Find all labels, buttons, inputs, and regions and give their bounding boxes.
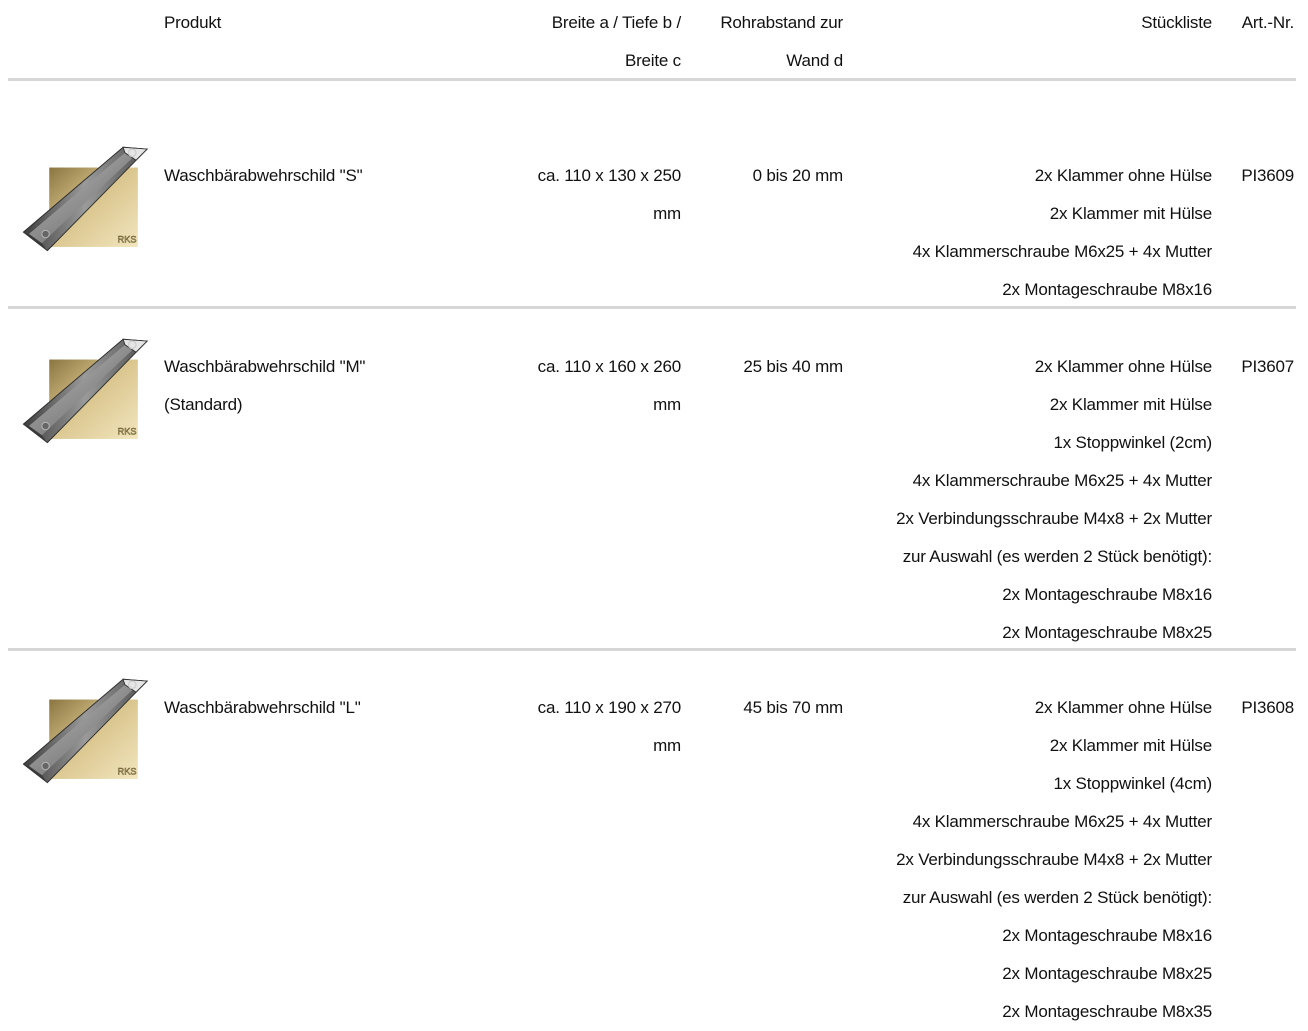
parts-item: 2x Klammer mit Hülse bbox=[1049, 395, 1212, 414]
header-parts-list: Stückliste bbox=[1141, 13, 1212, 32]
parts-item: 2x Verbindungsschraube M4x8 + 2x Mutter bbox=[896, 850, 1212, 869]
product-dimensions: ca. 110 x 160 x 260 mm bbox=[537, 348, 682, 424]
parts-item: 2x Klammer ohne Hülse bbox=[1034, 357, 1212, 376]
parts-item: 2x Montageschraube M8x25 bbox=[1002, 623, 1212, 642]
product-dimensions: ca. 110 x 190 x 270 mm bbox=[537, 689, 682, 765]
header-wall-distance-line1: Rohrabstand zur bbox=[720, 13, 843, 32]
dimensions-line2: mm bbox=[653, 204, 681, 223]
dimensions-line2: mm bbox=[653, 736, 681, 755]
row-divider bbox=[8, 306, 1296, 309]
parts-item: 4x Klammerschraube M6x25 + 4x Mutter bbox=[912, 242, 1213, 261]
product-name-line1: Waschbärabwehrschild "S" bbox=[164, 166, 363, 185]
article-number: PI3608 bbox=[1241, 698, 1294, 717]
parts-item: 2x Klammer mit Hülse bbox=[1049, 204, 1212, 223]
product-name-line1: Waschbärabwehrschild "L" bbox=[164, 698, 361, 717]
product-name-line2: (Standard) bbox=[164, 395, 243, 414]
parts-item: 4x Klammerschraube M6x25 + 4x Mutter bbox=[912, 471, 1213, 490]
parts-list: 2x Klammer ohne Hülse 2x Klammer mit Hül… bbox=[912, 157, 1213, 309]
row-divider bbox=[8, 648, 1296, 651]
header-dimensions: Breite a / Tiefe b / Breite c bbox=[552, 4, 681, 80]
parts-list: 2x Klammer ohne Hülse 2x Klammer mit Hül… bbox=[896, 689, 1212, 1031]
header-product: Produkt bbox=[164, 13, 222, 32]
product-name-line1: Waschbärabwehrschild "M" bbox=[164, 357, 366, 376]
header-dimensions-line1: Breite a / Tiefe b / bbox=[551, 13, 681, 32]
parts-list: 2x Klammer ohne Hülse 2x Klammer mit Hül… bbox=[896, 348, 1212, 652]
parts-item: zur Auswahl (es werden 2 Stück benötigt)… bbox=[902, 888, 1212, 907]
parts-item: 2x Verbindungsschraube M4x8 + 2x Mutter bbox=[896, 509, 1212, 528]
dimensions-line1: ca. 110 x 190 x 270 bbox=[537, 698, 682, 717]
parts-item: 2x Montageschraube M8x16 bbox=[1002, 280, 1212, 299]
header-article-number: Art.-Nr. bbox=[1241, 13, 1294, 32]
parts-item: 4x Klammerschraube M6x25 + 4x Mutter bbox=[912, 812, 1213, 831]
parts-item: 2x Montageschraube M8x25 bbox=[1002, 964, 1212, 983]
parts-item: 2x Klammer ohne Hülse bbox=[1034, 698, 1212, 717]
header-wall-distance-line2: Wand d bbox=[786, 51, 843, 70]
parts-item: 2x Montageschraube M8x16 bbox=[1002, 585, 1212, 604]
product-name[interactable]: Waschbärabwehrschild "L" bbox=[164, 689, 361, 727]
header-dimensions-line2: Breite c bbox=[624, 51, 681, 70]
article-number: PI3609 bbox=[1241, 166, 1294, 185]
parts-item: 2x Klammer ohne Hülse bbox=[1034, 166, 1212, 185]
wall-distance: 0 bis 20 mm bbox=[752, 166, 844, 185]
parts-item: zur Auswahl (es werden 2 Stück benötigt)… bbox=[902, 547, 1212, 566]
wall-distance: 45 bis 70 mm bbox=[743, 698, 843, 717]
article-number: PI3607 bbox=[1241, 357, 1294, 376]
header-divider bbox=[8, 78, 1296, 81]
dimensions-line1: ca. 110 x 160 x 260 bbox=[537, 357, 682, 376]
parts-item: 2x Montageschraube M8x16 bbox=[1002, 926, 1212, 945]
product-dimensions: ca. 110 x 130 x 250 mm bbox=[537, 157, 682, 233]
header-wall-distance: Rohrabstand zur Wand d bbox=[720, 4, 843, 80]
parts-item: 1x Stoppwinkel (4cm) bbox=[1053, 774, 1212, 793]
parts-item: 2x Montageschraube M8x35 bbox=[1002, 1002, 1212, 1021]
product-name[interactable]: Waschbärabwehrschild "S" bbox=[164, 157, 363, 195]
raccoon-shield-m-image bbox=[22, 338, 148, 444]
parts-item: 1x Stoppwinkel (2cm) bbox=[1053, 433, 1212, 452]
raccoon-shield-l-image bbox=[22, 678, 148, 784]
parts-item: 2x Klammer mit Hülse bbox=[1049, 736, 1212, 755]
wall-distance: 25 bis 40 mm bbox=[743, 357, 843, 376]
dimensions-line1: ca. 110 x 130 x 250 bbox=[537, 166, 682, 185]
product-name[interactable]: Waschbärabwehrschild "M" (Standard) bbox=[164, 348, 365, 424]
dimensions-line2: mm bbox=[653, 395, 681, 414]
raccoon-shield-s-image bbox=[22, 146, 148, 252]
